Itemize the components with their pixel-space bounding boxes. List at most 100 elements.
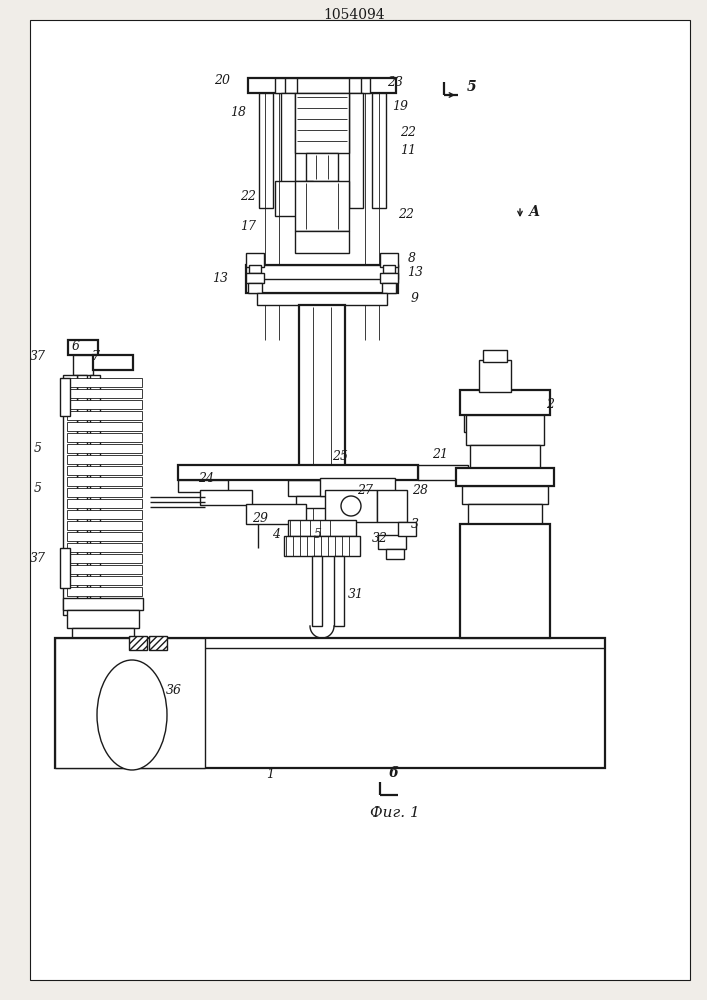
Text: 8: 8	[408, 251, 416, 264]
Bar	[284, 536, 360, 556]
Text: 32: 32	[372, 532, 388, 544]
Bar	[129, 636, 147, 650]
Circle shape	[341, 496, 361, 516]
Bar	[248, 283, 262, 293]
Bar	[249, 265, 261, 273]
Bar	[67, 411, 142, 420]
Bar	[63, 375, 77, 615]
Bar	[67, 576, 142, 585]
Text: 13: 13	[407, 265, 423, 278]
Text: 6: 6	[72, 340, 80, 353]
Bar	[67, 532, 142, 541]
Bar	[296, 496, 348, 508]
Bar	[93, 355, 133, 370]
Text: 19: 19	[392, 101, 408, 113]
Text: 11: 11	[400, 143, 416, 156]
Text: 13: 13	[212, 271, 228, 284]
Text: 4: 4	[272, 528, 280, 542]
Bar	[178, 480, 228, 492]
Bar	[306, 153, 338, 181]
Text: А: А	[528, 205, 539, 219]
Bar	[462, 486, 548, 504]
Bar	[380, 273, 398, 283]
Bar	[470, 445, 540, 470]
Bar	[67, 466, 142, 475]
Bar	[288, 480, 356, 496]
Bar	[80, 642, 128, 654]
Bar	[68, 340, 98, 355]
Bar	[178, 465, 418, 480]
Text: 17: 17	[240, 220, 256, 232]
Text: 2: 2	[546, 398, 554, 412]
Text: 36: 36	[166, 684, 182, 696]
Bar	[67, 389, 142, 398]
Bar	[67, 477, 142, 486]
Bar	[377, 490, 407, 522]
Bar	[149, 636, 167, 650]
Text: 22: 22	[398, 209, 414, 222]
Bar	[67, 400, 142, 409]
Bar	[285, 78, 297, 93]
Bar	[72, 628, 134, 642]
Text: 29: 29	[252, 512, 268, 524]
Bar	[246, 265, 398, 279]
Bar	[77, 375, 87, 605]
Bar	[383, 265, 395, 273]
Bar	[468, 504, 542, 524]
Text: 21: 21	[432, 448, 448, 462]
Bar	[67, 455, 142, 464]
Bar	[312, 556, 322, 626]
Text: 23: 23	[387, 76, 403, 89]
Bar	[67, 444, 142, 453]
Bar	[73, 355, 93, 375]
Bar	[464, 410, 490, 432]
Bar	[60, 378, 70, 416]
Bar	[55, 638, 205, 768]
Text: 22: 22	[240, 190, 256, 202]
Bar	[320, 478, 395, 496]
Bar	[67, 587, 142, 596]
Text: 20: 20	[214, 74, 230, 87]
Text: 37: 37	[30, 350, 46, 362]
Bar	[67, 521, 142, 530]
Bar	[67, 554, 142, 563]
Bar	[349, 93, 363, 208]
Bar	[295, 181, 349, 231]
Bar	[456, 468, 554, 486]
Bar	[67, 543, 142, 552]
Text: 22: 22	[400, 126, 416, 139]
Bar	[378, 535, 406, 549]
Bar	[288, 520, 356, 536]
Bar	[67, 433, 142, 442]
Bar	[334, 556, 344, 626]
Bar	[483, 350, 507, 362]
Bar	[67, 610, 139, 628]
Text: 5: 5	[34, 482, 42, 494]
Bar	[380, 253, 398, 267]
Bar	[466, 415, 544, 445]
Text: 28: 28	[412, 485, 428, 497]
Text: Фиг. 1: Фиг. 1	[370, 806, 420, 820]
Bar	[67, 378, 142, 387]
Text: 5: 5	[34, 442, 42, 454]
Bar	[460, 524, 550, 638]
Bar	[90, 375, 100, 605]
Text: 24: 24	[198, 472, 214, 485]
Text: 7: 7	[91, 350, 99, 362]
Bar	[281, 93, 295, 208]
Bar	[246, 273, 264, 283]
Text: 5: 5	[314, 528, 322, 542]
Bar	[372, 93, 386, 208]
Text: 1054094: 1054094	[323, 8, 385, 22]
Bar	[418, 465, 468, 480]
Bar	[299, 305, 345, 525]
Text: 9: 9	[411, 292, 419, 304]
Bar	[382, 283, 396, 293]
Bar	[295, 231, 349, 253]
Bar	[398, 522, 416, 536]
Text: 37: 37	[30, 552, 46, 564]
Bar	[246, 265, 398, 293]
Bar	[386, 549, 404, 559]
Text: 25: 25	[332, 450, 348, 462]
Bar	[275, 181, 313, 216]
